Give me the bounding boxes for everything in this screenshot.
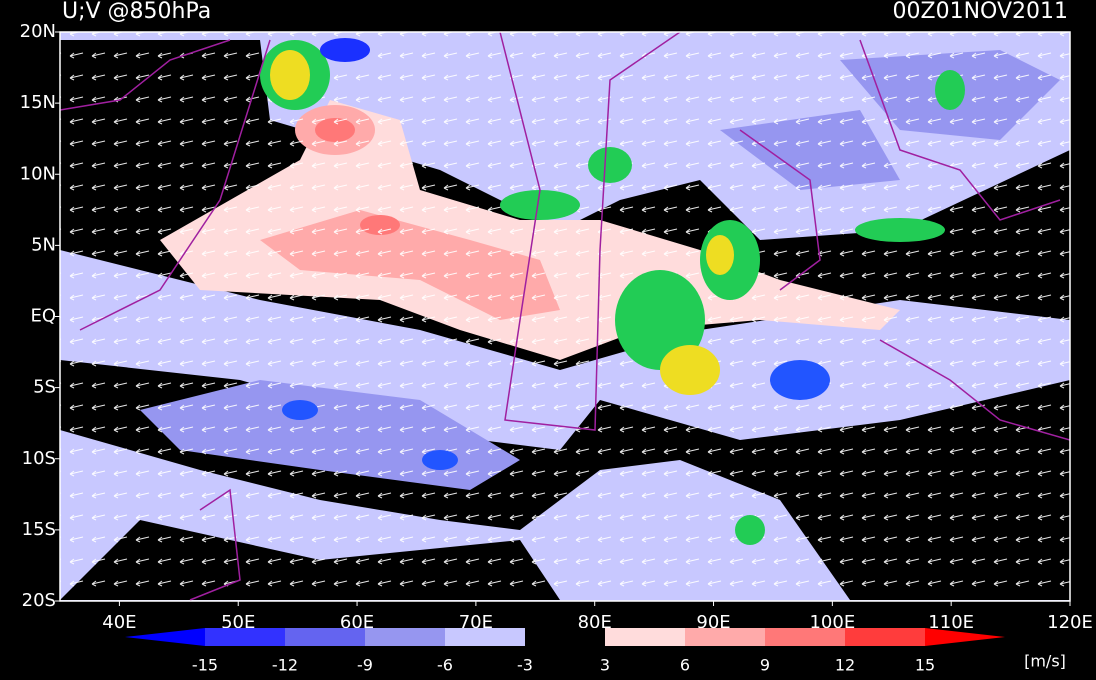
x-tick-label: 100E (809, 612, 855, 633)
y-tick-label: EQ (30, 306, 56, 327)
x-tick-label: 90E (696, 612, 730, 633)
y-tick-label: 15S (22, 519, 56, 540)
colorbar-box (525, 628, 605, 646)
colorbar-box (845, 628, 925, 646)
colorbar-label: 9 (760, 656, 770, 675)
y-tick-label: 5N (31, 234, 56, 255)
colorbar-box (365, 628, 445, 646)
colorbar-box (285, 628, 365, 646)
convection (260, 38, 965, 545)
colorbar-box (765, 628, 845, 646)
colorbar-label: -3 (517, 656, 533, 675)
colorbar-label: 12 (835, 656, 855, 675)
colorbar-label: -15 (192, 656, 218, 675)
colorbar-box (605, 628, 685, 646)
x-tick-label: 120E (1047, 612, 1093, 633)
y-tick-label: 5S (33, 377, 56, 398)
colorbar-label: -6 (437, 656, 453, 675)
x-tick-label: 60E (340, 612, 374, 633)
colorbar-label: 3 (600, 656, 610, 675)
y-tick-label: 20N (20, 21, 56, 42)
colorbar-arrow (125, 628, 205, 646)
x-tick-label: 80E (578, 612, 612, 633)
time-label: 00Z01NOV2011 (893, 0, 1068, 24)
colorbar-label: 15 (915, 656, 935, 675)
colorbar-box (685, 628, 765, 646)
colorbar-label: 6 (680, 656, 690, 675)
y-tick-label: 15N (20, 92, 56, 113)
x-tick-label: 70E (459, 612, 493, 633)
unit-label: [m/s] (1024, 652, 1066, 671)
colorbar-label: -12 (272, 656, 298, 675)
map-field (60, 32, 1070, 601)
y-tick-label: 10S (22, 448, 56, 469)
coastlines (60, 32, 1070, 601)
x-tick-label: 110E (928, 612, 974, 633)
title: U;V @850hPa (62, 0, 211, 24)
x-tick-label: 50E (221, 612, 255, 633)
colorbar-box (205, 628, 285, 646)
y-tick-label: 20S (22, 590, 56, 611)
colorbar-label: -9 (357, 656, 373, 675)
x-tick-label: 40E (102, 612, 136, 633)
y-tick-label: 10N (20, 163, 56, 184)
colorbar-arrow (925, 628, 1005, 646)
colorbar-box (445, 628, 525, 646)
